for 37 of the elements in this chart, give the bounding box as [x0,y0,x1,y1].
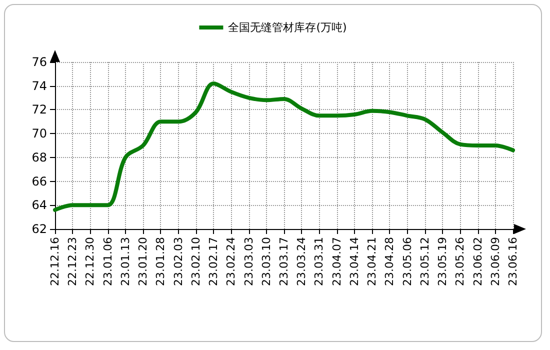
x-tick-label: 22.12.23 [66,237,80,286]
x-tick-label: 23.04.28 [383,237,396,286]
x-tick-label: 23.03.31 [312,237,326,286]
x-tick-label: 23.05.06 [400,237,414,286]
x-tick-label: 23.04.07 [330,237,344,286]
x-tick-label: 22.12.30 [84,237,97,286]
y-tick-label: 64 [32,198,47,212]
x-tick-label: 23.03.03 [242,237,256,286]
y-tick-label: 66 [32,174,47,188]
y-tick-label: 70 [32,126,47,141]
x-tick-label: 23.01.20 [136,237,150,286]
y-tick-label: 74 [32,78,47,93]
x-tick-label: 23.05.19 [436,237,450,286]
x-tick-label: 23.03.10 [260,237,273,286]
y-tick-label: 62 [32,222,47,236]
x-tick-label: 23.06.16 [506,237,520,286]
x-tick-label: 23.05.26 [454,237,467,286]
x-tick-label: 23.01.13 [118,237,132,286]
line-series [53,81,515,212]
x-tick-label: 23.06.02 [471,237,484,286]
x-tick-label: 23.01.06 [101,237,114,286]
x-tick-label: 23.01.28 [154,237,168,286]
x-tick-label: 23.03.24 [295,237,308,286]
x-tick-label: 22.12.16 [48,237,62,286]
y-tick-label: 72 [32,102,47,117]
x-tick-label: 23.02.03 [172,237,185,286]
x-tick-label: 23.03.17 [278,237,290,286]
x-tick-label: 23.02.24 [224,237,238,286]
x-tick-label: 23.06.09 [488,237,502,286]
x-tick-label: 23.02.17 [207,237,220,286]
legend-label: 全国无缝管材库存(万吨) [228,21,347,34]
x-tick-label: 23.02.10 [189,237,202,286]
y-tick-label: 76 [32,55,47,69]
x-tick-label: 23.04.14 [348,237,361,286]
x-tick-label: 23.04.21 [366,237,379,286]
y-tick-label: 68 [32,150,47,164]
x-tick-label: 23.05.12 [418,237,432,286]
